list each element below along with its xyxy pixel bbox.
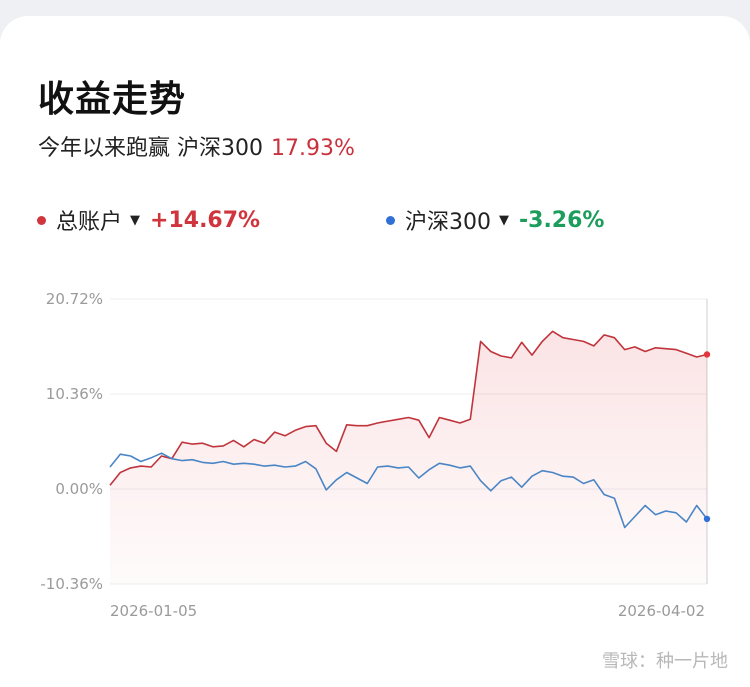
series-line-total <box>109 330 708 486</box>
series-dot-total <box>37 215 46 225</box>
dropdown-caret-icon[interactable]: ▼ <box>130 212 141 228</box>
legend-value-total: +14.67% <box>150 207 261 233</box>
outperform-summary: 今年以来跑赢 沪深300 17.93% <box>38 130 355 162</box>
dropdown-caret-icon[interactable]: ▼ <box>499 212 509 228</box>
y-tick-label: 10.36% <box>46 385 103 403</box>
legend-name-hs300: 沪深300 <box>405 210 491 235</box>
legend-value-hs300: -3.26% <box>519 207 605 233</box>
outperform-value: 17.93% <box>271 136 355 161</box>
y-tick-label: 0.00% <box>55 480 103 498</box>
x-tick-label: 2026-04-02 <box>618 602 705 620</box>
watermark: 雪球：种一片地 <box>602 651 728 672</box>
y-tick-label: -10.36% <box>40 575 103 593</box>
page-title: 收益走势 <box>38 79 187 120</box>
y-tick-label: 20.72% <box>46 290 103 308</box>
x-tick-label: 2026-01-05 <box>110 602 197 620</box>
outperform-text: 今年以来跑赢 沪深300 <box>38 136 263 161</box>
series-dot-hs300 <box>386 215 395 225</box>
legend-total-account[interactable]: 总账户 ▼ +14.67% <box>37 204 260 236</box>
series-area-fill <box>110 331 707 584</box>
series-line-hs300 <box>109 452 708 529</box>
endpoint-marker-total <box>703 351 711 358</box>
legend-name-total: 总账户 <box>56 210 123 235</box>
legend-hs300[interactable]: 沪深300 ▼ -3.26% <box>386 204 604 236</box>
endpoint-marker-hs300 <box>703 515 711 523</box>
